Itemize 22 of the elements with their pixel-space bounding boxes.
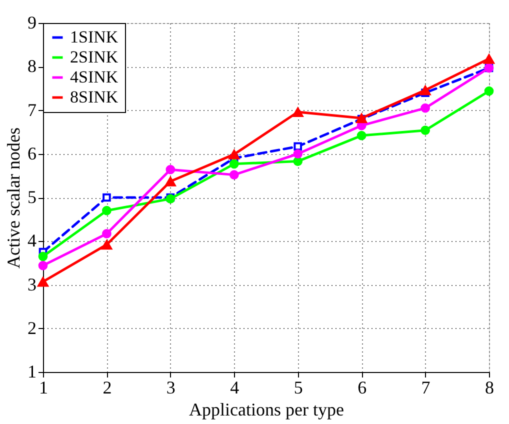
x-tick-label: 8	[485, 378, 494, 398]
y-tick-label: 4	[28, 230, 36, 251]
y-tick-label: 6	[28, 143, 36, 164]
y-tick-label: 5	[28, 187, 36, 207]
y-tick-label: 8	[28, 56, 36, 76]
y-tick-label: 7	[28, 100, 36, 120]
y-axis-title: Active scalar nodes	[4, 128, 24, 268]
x-tick-label: 7	[421, 378, 430, 398]
x-axis-title: Applications per type	[189, 400, 344, 420]
x-tick-label: 6	[358, 378, 367, 398]
x-tick-label: 5	[294, 378, 303, 398]
y-tick-label: 9	[28, 12, 36, 32]
y-tick-label: 1	[28, 362, 36, 382]
x-tick-label: 3	[166, 378, 176, 398]
legend-label: 8SINK	[70, 88, 119, 106]
legend-label: 2SINK	[70, 48, 119, 66]
y-tick-label: 2	[28, 318, 36, 338]
legend-label: 4SINK	[70, 68, 119, 86]
legend-label: 1SINK	[70, 28, 119, 46]
x-tick-label: 4	[230, 378, 240, 398]
x-tick-label: 2	[102, 378, 112, 398]
y-tick-label: 3	[28, 274, 36, 294]
